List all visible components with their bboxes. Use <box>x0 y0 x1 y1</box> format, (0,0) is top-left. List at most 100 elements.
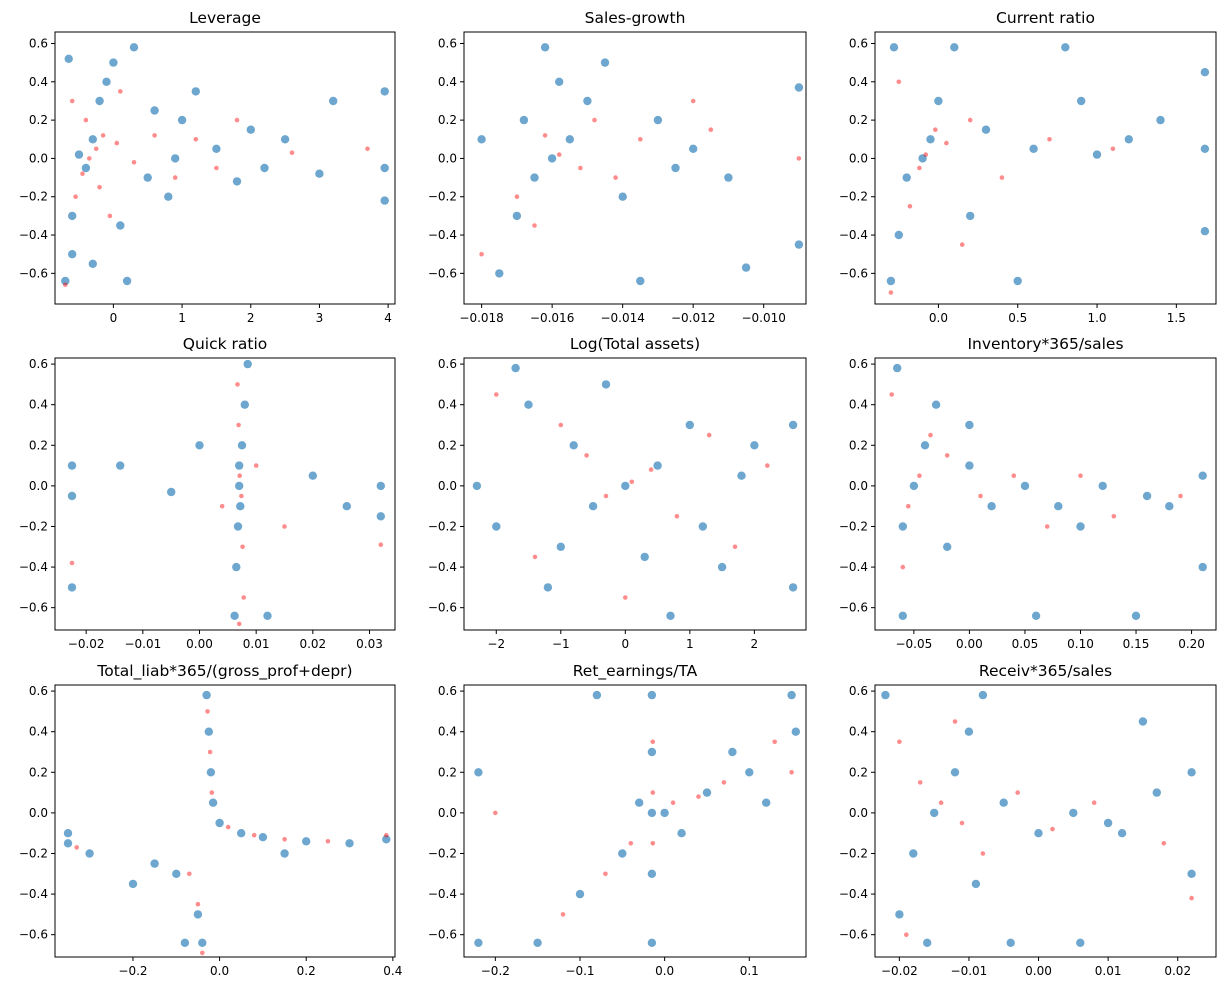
subplot-7: Total_liab*365/(gross_prof+depr) −0.2 0.0 0… <box>19 662 403 978</box>
red-point <box>732 544 738 550</box>
blue-point <box>728 747 737 757</box>
blue-point <box>1077 96 1086 106</box>
red-point <box>1091 800 1097 805</box>
x-tick-label: −0.014 <box>600 311 644 325</box>
red-point <box>1011 473 1017 479</box>
red-point <box>493 810 498 816</box>
blue-point <box>81 163 91 173</box>
blue-point <box>492 522 501 531</box>
blue-point <box>1117 829 1127 838</box>
blue-point <box>530 173 539 182</box>
blue-point <box>116 221 125 230</box>
blue-point <box>1200 68 1210 77</box>
blue-point <box>342 502 351 511</box>
x-tick-label: −1 <box>552 637 570 651</box>
y-tick-label: −0.6 <box>19 928 48 942</box>
y-tick-label: −0.6 <box>19 601 48 615</box>
red-point <box>650 841 656 846</box>
blue-point <box>895 910 904 919</box>
red-point <box>904 932 909 937</box>
red-point <box>897 739 902 745</box>
axes-frame <box>463 357 807 631</box>
y-tick-label: 0.4 <box>438 75 457 89</box>
red-point <box>225 824 231 830</box>
plot-area <box>889 363 1207 620</box>
blue-point <box>233 522 243 531</box>
blue-point <box>964 727 974 736</box>
red-point <box>187 871 192 877</box>
axes-frame <box>874 684 1217 958</box>
blue-point <box>329 96 338 106</box>
y-tick-label: 0.0 <box>849 151 868 165</box>
blue-point <box>67 461 77 470</box>
blue-point <box>1069 808 1078 818</box>
blue-point <box>794 240 804 249</box>
red-point <box>721 780 727 785</box>
x-tick-label: 0.0 <box>655 964 674 978</box>
red-point <box>560 912 566 917</box>
blue-point <box>74 150 84 159</box>
blue-point <box>787 690 796 700</box>
red-point <box>63 282 68 288</box>
blue-point <box>477 135 486 144</box>
blue-point <box>750 441 759 450</box>
blue-point <box>232 562 241 572</box>
blue-point <box>909 849 918 858</box>
blue-point <box>1013 276 1022 286</box>
blue-point <box>583 96 592 106</box>
y-tick-label: −0.4 <box>839 887 868 901</box>
blue-point <box>1200 227 1210 236</box>
red-point <box>917 473 922 479</box>
y-tick-label: 0.2 <box>438 113 457 127</box>
blue-point <box>382 835 391 844</box>
red-point <box>650 790 656 795</box>
blue-point <box>1198 471 1207 480</box>
blue-point <box>575 889 585 899</box>
blue-point <box>195 441 204 450</box>
red-point <box>209 790 215 795</box>
blue-point <box>380 163 389 173</box>
red-point <box>200 950 205 956</box>
blue-point <box>1103 818 1113 828</box>
red-point <box>219 503 225 509</box>
red-point <box>69 98 75 104</box>
red-point <box>289 150 295 155</box>
subplot-5: Log(Total assets) −2 −1 0 1 2 −0.6 −0.4 −0.2 0.0 0… <box>428 335 807 651</box>
red-point <box>1047 137 1052 142</box>
blue-point <box>64 54 73 63</box>
blue-point <box>653 461 662 470</box>
x-tick-label: 0.0 <box>210 964 229 978</box>
red-point <box>1178 493 1183 499</box>
y-tick-label: 0.2 <box>29 438 48 452</box>
y-tick-label: 0.2 <box>849 113 868 127</box>
red-point <box>251 832 257 838</box>
blue-point <box>235 481 244 491</box>
x-tick-label: −0.1 <box>565 964 594 978</box>
red-point <box>578 165 583 171</box>
blue-point <box>474 768 483 777</box>
x-tick-label: 0.01 <box>1095 964 1122 978</box>
y-tick-label: −0.4 <box>19 560 48 574</box>
x-tick-label: 0.5 <box>1008 311 1027 325</box>
subplot-4: Quick ratio −0.02 −0.01 0.00 0.01 0.02 0.03 −0.… <box>19 335 396 651</box>
y-tick-label: −0.2 <box>839 519 868 533</box>
red-point <box>195 901 201 907</box>
y-tick-label: 0.4 <box>29 725 48 739</box>
x-tick-label: −0.02 <box>68 637 105 651</box>
blue-point <box>263 611 272 620</box>
blue-point <box>280 135 290 144</box>
red-point <box>1044 524 1050 529</box>
subplot-title: Sales-growth <box>585 9 686 27</box>
red-point <box>796 156 802 161</box>
blue-point <box>600 58 610 67</box>
blue-point <box>191 87 200 96</box>
red-point <box>378 542 384 547</box>
red-point <box>193 137 199 142</box>
red-point <box>923 152 929 157</box>
blue-point <box>647 938 657 947</box>
blue-point <box>193 910 203 919</box>
blue-point <box>88 259 98 268</box>
blue-point <box>923 938 932 947</box>
blue-point <box>109 58 118 67</box>
blue-point <box>302 837 311 846</box>
